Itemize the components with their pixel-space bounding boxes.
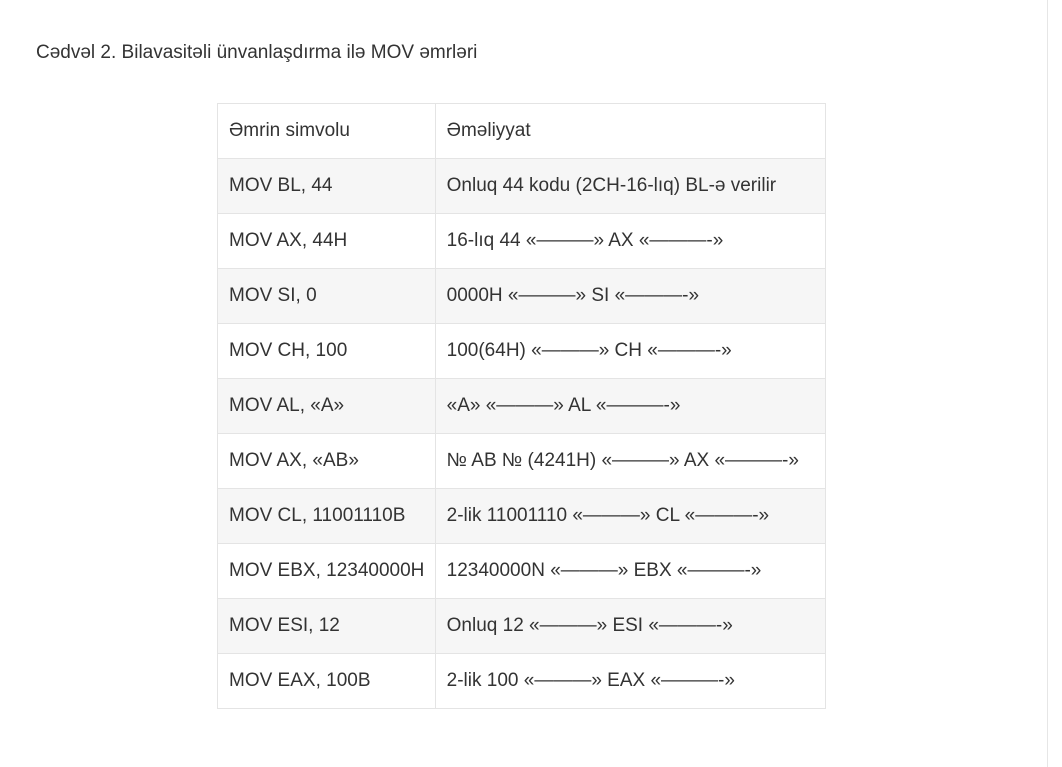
table-header-row: Əmrin simvolu Əməliyyat — [217, 103, 827, 159]
command-cell: MOV AX, 44H — [217, 213, 436, 269]
table-row: MOV ESI, 12 Onluq 12 «———» ESI «———-» — [217, 598, 827, 654]
table-row: MOV AX, «AB» № AB № (4241H) «———» AX «——… — [217, 433, 827, 489]
table-caption: Cədvəl 2. Bilavasitəli ünvanlaşdırma ilə… — [36, 42, 478, 63]
table-row: MOV BL, 44 Onluq 44 kodu (2CH-16-lıq) BL… — [217, 158, 827, 214]
table-row: MOV CL, 11001110B 2-lik 11001110 «———» C… — [217, 488, 827, 544]
operation-cell: «A» «———» AL «———-» — [434, 378, 827, 434]
operation-cell: Onluq 12 «———» ESI «———-» — [434, 598, 827, 654]
operation-cell: 100(64H) «———» CH «———-» — [434, 323, 827, 379]
operation-cell: 0000H «———» SI «———-» — [434, 268, 827, 324]
operation-cell: № AB № (4241H) «———» AX «———-» — [434, 433, 827, 489]
page-right-border — [1047, 0, 1048, 767]
mov-commands-table: Əmrin simvolu Əməliyyat MOV BL, 44 Onluq… — [217, 103, 827, 709]
operation-cell: 2-lik 11001110 «———» CL «———-» — [434, 488, 827, 544]
table-row: MOV CH, 100 100(64H) «———» CH «———-» — [217, 323, 827, 379]
command-cell: MOV AX, «AB» — [217, 433, 436, 489]
command-cell: MOV BL, 44 — [217, 158, 436, 214]
operation-cell: Onluq 44 kodu (2CH-16-lıq) BL-ə verilir — [434, 158, 827, 214]
command-cell: MOV CH, 100 — [217, 323, 436, 379]
operation-cell: 2-lik 100 «———» EAX «———-» — [434, 653, 827, 709]
command-cell: MOV EBX, 12340000H — [217, 543, 436, 599]
command-cell: MOV EAX, 100B — [217, 653, 436, 709]
table-row: MOV AX, 44H 16-lıq 44 «———» AX «———-» — [217, 213, 827, 269]
command-cell: MOV AL, «A» — [217, 378, 436, 434]
table-row: MOV EBX, 12340000H 12340000N «———» EBX «… — [217, 543, 827, 599]
header-command-symbol: Əmrin simvolu — [217, 103, 436, 159]
operation-cell: 12340000N «———» EBX «———-» — [434, 543, 827, 599]
header-operation: Əməliyyat — [434, 103, 827, 159]
command-cell: MOV SI, 0 — [217, 268, 436, 324]
command-cell: MOV ESI, 12 — [217, 598, 436, 654]
operation-cell: 16-lıq 44 «———» AX «———-» — [434, 213, 827, 269]
table-row: MOV SI, 0 0000H «———» SI «———-» — [217, 268, 827, 324]
table-row: MOV EAX, 100B 2-lik 100 «———» EAX «———-» — [217, 653, 827, 709]
command-cell: MOV CL, 11001110B — [217, 488, 436, 544]
table-row: MOV AL, «A» «A» «———» AL «———-» — [217, 378, 827, 434]
